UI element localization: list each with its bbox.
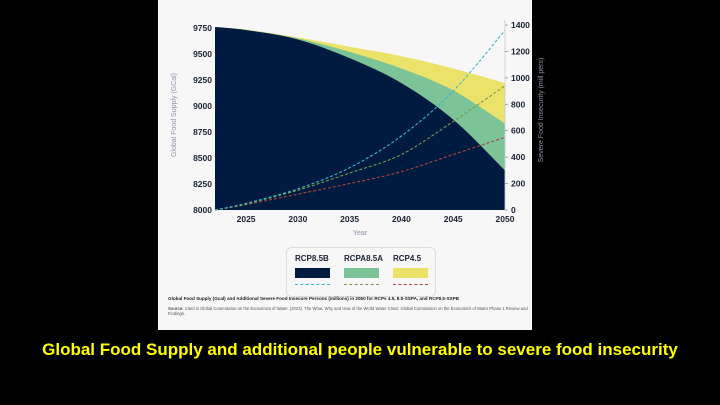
insecurity-line-rcpa85a: [214, 85, 506, 211]
y2-tick-label: 1200: [511, 46, 530, 56]
legend-swatch: [344, 268, 379, 278]
legend: RCP8.5B RCPA8.5A RCP4.5: [286, 247, 436, 297]
y2-tick-label: 1000: [511, 73, 530, 83]
insecurity-line-rcp85b: [214, 29, 506, 211]
y-tick-label: 8750: [193, 127, 212, 137]
x-tick-label: 2035: [340, 214, 359, 224]
insecurity-line-rcp45: [214, 136, 506, 211]
legend-dash: [295, 284, 330, 285]
y-tick-label: 9750: [193, 23, 212, 33]
chart-caption: Global Food Supply (Gcal) and Additional…: [168, 296, 460, 301]
y-tick-label: 9250: [193, 75, 212, 85]
y2-tick-label: 200: [511, 179, 525, 189]
y2-tick-label: 600: [511, 126, 525, 136]
x-tick-label: 2045: [444, 214, 463, 224]
y2-tick-label: 1400: [511, 20, 530, 30]
y-tick-label: 8250: [193, 179, 212, 189]
legend-dash: [393, 284, 428, 285]
legend-swatch: [295, 268, 330, 278]
x-tick-label: 2040: [392, 214, 411, 224]
y2-axis-label: Severe Food Insecurity (mill pers): [538, 58, 545, 163]
y-tick-label: 8000: [193, 205, 212, 215]
source-label: Source:: [168, 306, 184, 311]
y2-tick-label: 800: [511, 99, 525, 109]
x-tick-label: 2025: [237, 214, 256, 224]
x-tick-label: 2030: [288, 214, 307, 224]
chart-source: Source: Cited in Global Commission on th…: [168, 306, 528, 317]
legend-swatch: [393, 268, 428, 278]
x-tick-label: 2050: [496, 214, 515, 224]
x-axis-label: Year: [353, 230, 368, 237]
y-tick-label: 9500: [193, 49, 212, 59]
y2-tick-label: 0: [511, 205, 516, 215]
slide-title: Global Food Supply and additional people…: [42, 340, 678, 359]
legend-label: RCP4.5: [393, 254, 422, 263]
y-tick-label: 9000: [193, 101, 212, 111]
legend-label: RCP8.5B: [295, 254, 329, 263]
legend-label: RCPA8.5A: [344, 254, 383, 263]
legend-dash: [344, 284, 379, 285]
y2-tick-label: 400: [511, 152, 525, 162]
y-tick-label: 8500: [193, 153, 212, 163]
source-text: Cited in Global Commission on the Econom…: [168, 306, 528, 317]
y-axis-label: Global Food Supply (GCal): [171, 73, 178, 157]
area-rcp85b: [215, 26, 505, 211]
